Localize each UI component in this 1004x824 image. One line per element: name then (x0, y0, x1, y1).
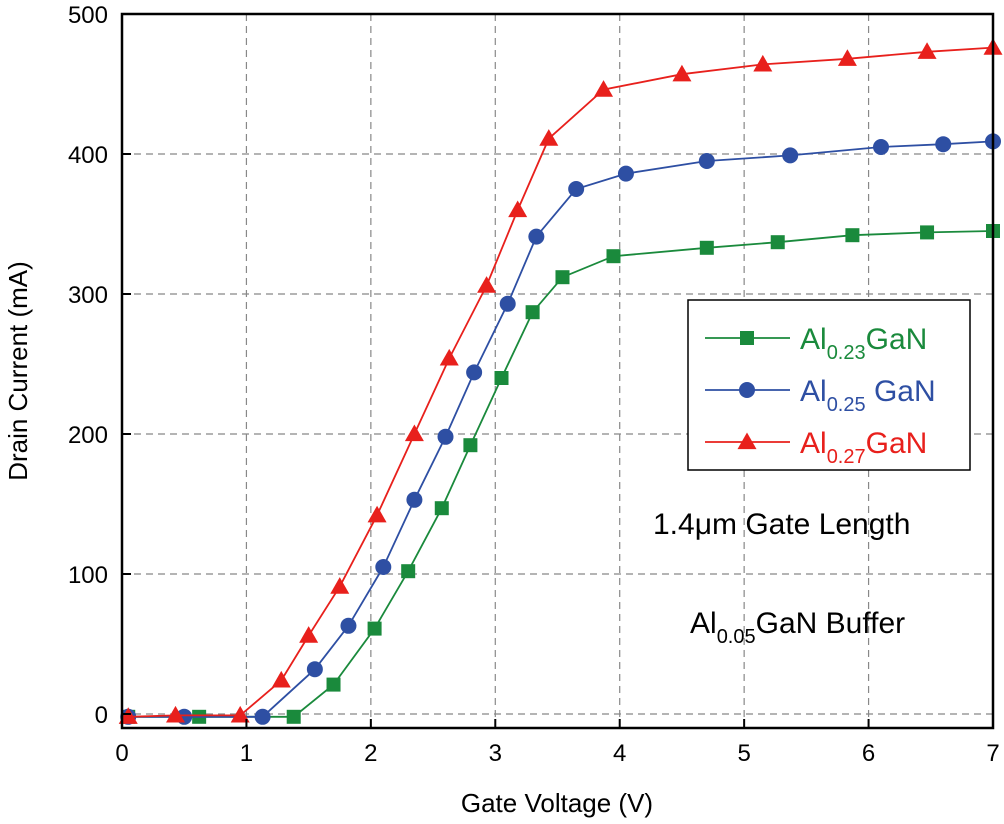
data-point-circle (306, 661, 323, 678)
data-point-triangle (917, 42, 937, 59)
data-point-circle (698, 153, 715, 169)
data-point-square (463, 438, 478, 453)
data-point-square (770, 235, 785, 250)
data-point-square (434, 501, 449, 516)
data-point-circle (935, 136, 952, 153)
legend-label: Al0.25 GaN (800, 375, 936, 416)
data-point-square (401, 564, 416, 579)
legend-label: Al0.23GaN (800, 323, 927, 364)
legend-marker-triangle (737, 432, 757, 450)
data-point-square (699, 240, 714, 255)
data-point-square (555, 270, 570, 285)
legend-label-base: Al (800, 323, 827, 356)
annotation-gate-length: 1.4μm Gate Length (653, 508, 910, 541)
y-tick-label: 400 (68, 142, 108, 169)
data-point-circle (873, 139, 890, 155)
y-tick-label: 0 (95, 702, 108, 729)
series-line (128, 140, 994, 718)
data-point-square (845, 228, 860, 243)
data-point-triangle (508, 200, 528, 218)
data-point-triangle (166, 705, 186, 723)
data-point-circle (375, 559, 392, 575)
data-point-circle (617, 165, 634, 182)
legend-label-suffix: GaN (866, 323, 928, 356)
legend-label: Al0.27GaN (800, 427, 927, 468)
legend-label-sub: 0.23 (827, 342, 866, 364)
annotation-buffer: Al0.05GaN Buffer (690, 607, 905, 648)
data-point-square (494, 371, 509, 385)
data-point-circle (466, 364, 483, 381)
data-point-triangle (271, 670, 291, 688)
data-point-circle (437, 428, 454, 445)
data-point-circle (528, 228, 545, 245)
annotations: 1.4μm Gate Length Al0.05GaN Buffer (653, 508, 910, 648)
legend-item: Al0.23GaN (705, 323, 927, 364)
data-point-triangle (118, 707, 138, 724)
data-point-triangle (439, 348, 459, 366)
x-tick-label: 0 (115, 740, 128, 767)
series-square (121, 224, 1000, 724)
x-axis-label: Gate Voltage (V) (461, 788, 653, 818)
y-tick-label: 500 (68, 2, 108, 29)
legend-label-sub: 0.27 (827, 446, 866, 468)
y-tick-label: 300 (68, 282, 108, 309)
data-point-circle (782, 147, 799, 164)
legend-marker-square (740, 331, 754, 345)
legend-marker-circle (739, 382, 755, 398)
annotation-buffer-suffix: GaN Buffer (756, 607, 906, 640)
data-point-circle (406, 491, 423, 508)
data-point-triangle (753, 54, 773, 72)
legend-label-base: Al (800, 375, 827, 408)
data-point-square (525, 305, 540, 320)
legend-item: Al0.27GaN (705, 427, 927, 468)
legend-label-suffix: GaN (866, 427, 928, 460)
data-point-circle (254, 708, 271, 725)
data-point-circle (499, 295, 516, 312)
legend-label-sub: 0.25 (827, 394, 866, 416)
y-tick-label: 200 (68, 422, 108, 449)
data-point-square (286, 709, 301, 724)
data-point-triangle (404, 424, 424, 442)
x-tick-label: 7 (986, 740, 999, 767)
data-point-triangle (672, 64, 692, 82)
x-tick-label: 6 (862, 740, 875, 767)
data-point-triangle (330, 577, 350, 594)
data-point-triangle (299, 626, 319, 643)
x-tick-label: 5 (737, 740, 750, 767)
data-point-square (326, 677, 341, 692)
legend-label-suffix: GaN (866, 375, 936, 408)
y-tick-label: 100 (68, 562, 108, 589)
annotation-buffer-sub: 0.05 (717, 626, 756, 648)
legend-label-base: Al (800, 427, 827, 460)
data-point-square (367, 621, 382, 636)
x-tick-label: 4 (613, 740, 626, 767)
data-point-triangle (837, 49, 857, 66)
data-point-square (606, 249, 621, 264)
data-point-triangle (230, 705, 250, 723)
x-tick-label: 1 (240, 740, 253, 767)
x-tick-label: 3 (489, 740, 502, 767)
data-point-triangle (594, 80, 614, 97)
legend-item: Al0.25 GaN (705, 375, 936, 416)
axis-ticks: 0 1 2 3 4 5 6 7 0 100 200 300 400 500 (68, 2, 1000, 767)
y-axis-label: Drain Current (mA) (3, 261, 33, 481)
data-point-triangle (367, 505, 387, 523)
x-tick-label: 2 (364, 740, 377, 767)
plot-frame (120, 12, 995, 730)
data-point-square (920, 225, 935, 240)
data-point-circle (340, 617, 357, 634)
series-triangle (118, 38, 1003, 724)
data-point-circle (568, 181, 585, 197)
data-point-triangle (477, 276, 497, 293)
series-layer (118, 38, 1003, 725)
annotation-buffer-base: Al (690, 607, 717, 640)
data-point-triangle (539, 129, 559, 146)
